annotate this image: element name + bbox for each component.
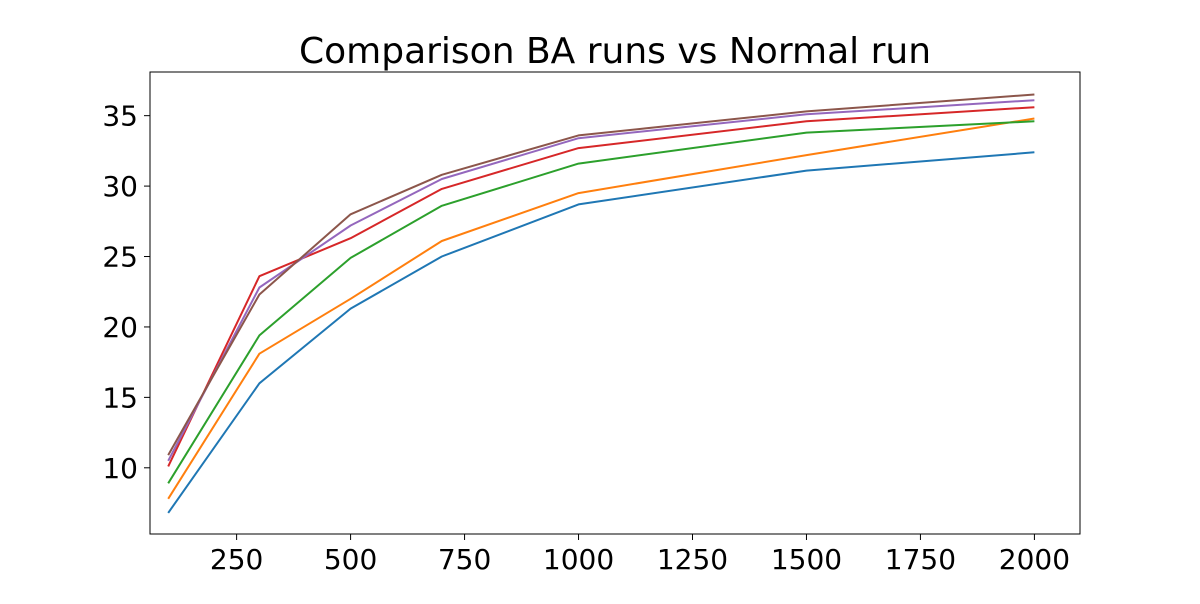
x-tick-label: 250 — [210, 543, 263, 576]
series-line-4 — [167, 106, 1035, 467]
x-tick-label: 1500 — [771, 543, 842, 576]
plot-frame — [149, 71, 1081, 535]
x-tick-label: 2000 — [999, 543, 1070, 576]
series-line-3 — [167, 120, 1035, 484]
x-tick-label: 1000 — [543, 543, 614, 576]
y-tick-label: 10 — [102, 452, 138, 485]
y-tick-label: 15 — [102, 381, 138, 414]
series-layer — [167, 93, 1035, 514]
y-tick-label: 30 — [102, 170, 138, 203]
y-tick-label: 35 — [102, 100, 138, 133]
x-tick-label: 500 — [324, 543, 377, 576]
x-tick-label: 1250 — [657, 543, 728, 576]
series-line-2 — [167, 117, 1035, 500]
x-axis: 250 500 750 1000 1250 1500 1750 2000 — [210, 534, 1070, 576]
y-tick-label: 20 — [102, 311, 138, 344]
y-axis: 10 15 20 25 30 35 — [102, 100, 150, 485]
x-tick-label: 750 — [438, 543, 491, 576]
series-line-6 — [167, 93, 1035, 456]
chart-title: Comparison BA runs vs Normal run — [299, 31, 931, 72]
series-line-5 — [167, 99, 1035, 462]
x-tick-label: 1750 — [885, 543, 956, 576]
y-tick-label: 25 — [102, 241, 138, 274]
series-line-1 — [167, 151, 1035, 514]
